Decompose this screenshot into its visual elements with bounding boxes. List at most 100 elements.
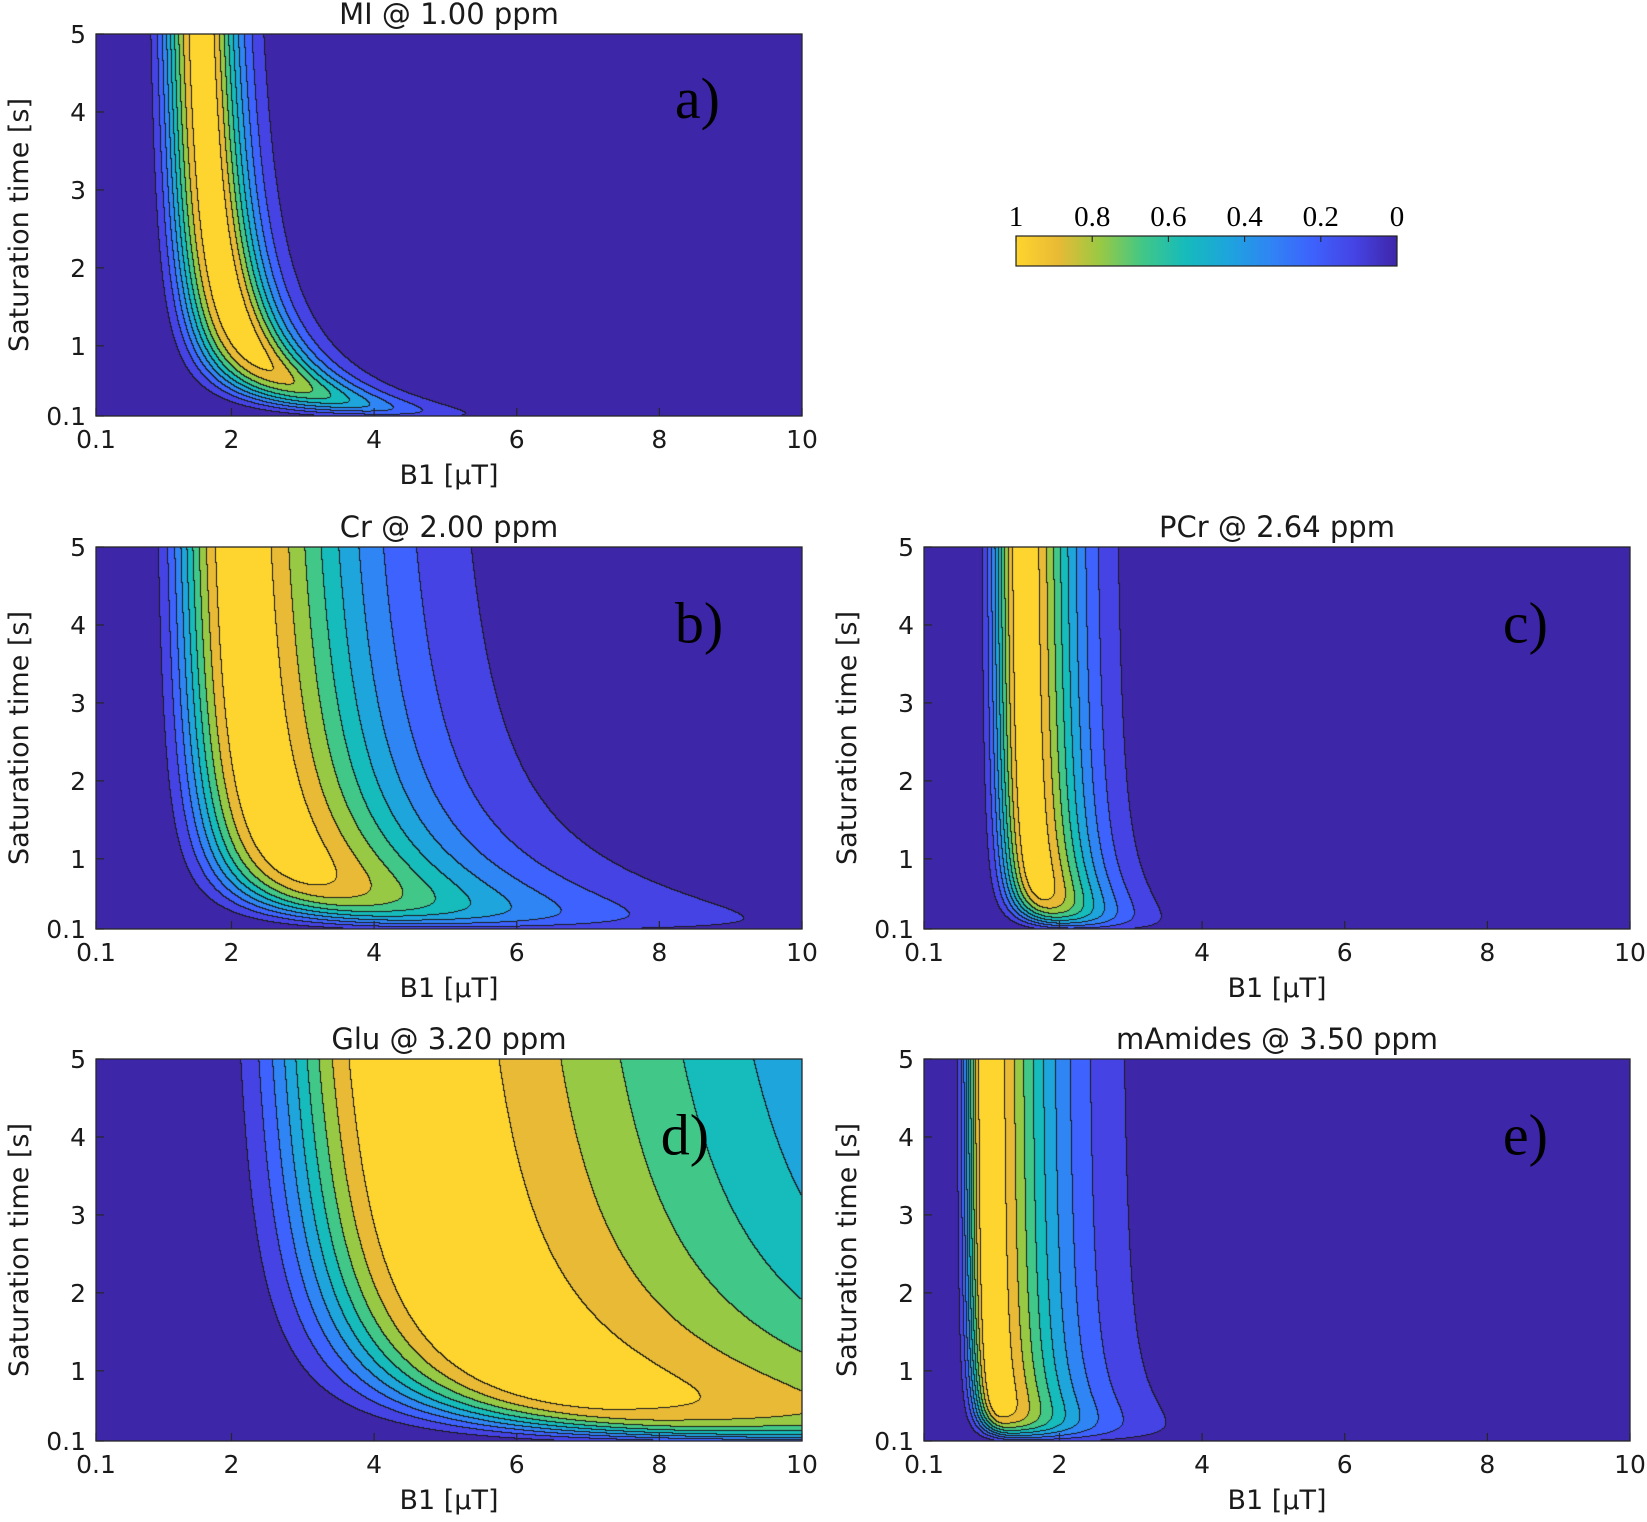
colorbar-tick-label: 0.4 [1226, 201, 1263, 233]
y-tick-label: 3 [70, 1201, 86, 1230]
contour-fill-e [924, 1059, 1630, 1441]
x-tick-label: 4 [366, 425, 382, 454]
y-tick-label: 2 [70, 1279, 86, 1308]
y-tick-label: 2 [898, 767, 914, 796]
x-tick-label: 10 [1614, 938, 1646, 967]
y-tick-label: 5 [70, 1045, 86, 1074]
chart-title-b: Cr @ 2.00 ppm [340, 510, 558, 544]
x-tick-label: 0.1 [76, 938, 116, 967]
x-tick-label: 4 [366, 1450, 382, 1479]
axes-frame-e [923, 1058, 1631, 1442]
x-tick-label: 2 [1052, 938, 1068, 967]
y-tick-label: 4 [70, 1123, 86, 1152]
x-tick-label: 4 [1194, 1450, 1210, 1479]
contour-fill-a [96, 34, 802, 416]
x-tick-label: 8 [651, 1450, 667, 1479]
y-tick-label: 4 [70, 98, 86, 127]
y-tick-label: 0.1 [46, 915, 86, 944]
x-tick-label: 0.1 [76, 425, 116, 454]
x-tick-label: 4 [366, 938, 382, 967]
x-tick-label: 6 [509, 425, 525, 454]
panel-d: 0.1 2 4 6 8 10 0.1 1 2 3 4 5 Glu @ 3.20 ppm B1 [μT] Sa… [4, 1022, 818, 1516]
y-tick-label: 0.1 [874, 1427, 914, 1456]
colorbar-tick-label: 0.2 [1303, 201, 1339, 233]
y-tick-label: 1 [70, 1357, 86, 1386]
y-tick-label: 5 [70, 533, 86, 562]
y-tick-label: 5 [898, 1045, 914, 1074]
panel-label-e: e) [1503, 1103, 1548, 1168]
contour-fill-b [96, 547, 802, 929]
colorbar-tick-label: 0.8 [1074, 201, 1110, 233]
y-tick-label: 3 [898, 1201, 914, 1230]
y-axis-label-b: Saturation time [s] [4, 611, 35, 865]
y-tick-label: 3 [70, 176, 86, 205]
x-tick-label: 10 [786, 425, 818, 454]
panel-label-d: d) [661, 1103, 709, 1168]
chart-title-d: Glu @ 3.20 ppm [331, 1022, 566, 1056]
panel-label-b: b) [675, 591, 723, 656]
y-tick-label: 3 [70, 689, 86, 718]
axes-frame-a [95, 33, 803, 417]
colorbar-tick-label: 0.6 [1150, 201, 1186, 233]
panel-b: 0.1 2 4 6 8 10 0.1 1 2 3 4 5 Cr @ 2.00 ppm B1 [μT] Sat… [4, 510, 818, 1004]
colorbar-tick-label: 1 [1009, 201, 1024, 233]
x-tick-label: 2 [224, 938, 240, 967]
y-tick-label: 3 [898, 689, 914, 718]
chart-title-e: mAmides @ 3.50 ppm [1116, 1022, 1438, 1056]
x-tick-label: 2 [224, 425, 240, 454]
x-tick-label: 0.1 [904, 1450, 944, 1479]
y-tick-label: 0.1 [46, 1427, 86, 1456]
y-tick-label: 4 [70, 611, 86, 640]
x-axis-label-a: B1 [μT] [399, 460, 498, 491]
x-tick-label: 8 [1479, 1450, 1495, 1479]
colorbar-tick-label: 0 [1390, 201, 1405, 233]
x-tick-label: 10 [786, 938, 818, 967]
panel-label-c: c) [1503, 591, 1548, 656]
y-tick-label: 1 [898, 845, 914, 874]
y-tick-label: 1 [898, 1357, 914, 1386]
y-tick-label: 2 [70, 254, 86, 283]
x-tick-label: 10 [1614, 1450, 1646, 1479]
colorbar-gradient [1015, 235, 1398, 267]
x-tick-label: 6 [1337, 938, 1353, 967]
y-axis-label-d: Saturation time [s] [4, 1123, 35, 1377]
x-tick-label: 8 [651, 938, 667, 967]
x-tick-label: 8 [651, 425, 667, 454]
y-axis-label-e: Saturation time [s] [832, 1123, 863, 1377]
y-tick-label: 0.1 [46, 402, 86, 431]
axes-frame-b [95, 546, 803, 930]
panel-label-a: a) [675, 66, 720, 131]
y-tick-label: 5 [70, 20, 86, 49]
x-axis-label-d: B1 [μT] [399, 1485, 498, 1516]
x-axis-label-c: B1 [μT] [1227, 973, 1326, 1004]
y-axis-label-c: Saturation time [s] [832, 611, 863, 865]
contour-fill-d [96, 1059, 802, 1441]
x-tick-label: 2 [1052, 1450, 1068, 1479]
panel-e: 0.1 2 4 6 8 10 0.1 1 2 3 4 5 mAmides @ 3.50 ppm B1 [μ… [832, 1022, 1646, 1516]
axes-frame-c [923, 546, 1631, 930]
y-tick-label: 1 [70, 845, 86, 874]
chart-title-a: MI @ 1.00 ppm [339, 0, 559, 31]
x-tick-label: 0.1 [904, 938, 944, 967]
contour-fill-c [924, 547, 1630, 929]
axes-frame-d [95, 1058, 803, 1442]
x-tick-label: 6 [509, 938, 525, 967]
x-tick-label: 6 [1337, 1450, 1353, 1479]
y-tick-label: 2 [898, 1279, 914, 1308]
x-tick-label: 2 [224, 1450, 240, 1479]
x-tick-label: 4 [1194, 938, 1210, 967]
y-tick-label: 1 [70, 332, 86, 361]
panel-a: 0.1 2 4 6 8 10 0.1 1 2 3 4 5 MI @ 1.00 ppm B1 [μT] Sat… [4, 0, 818, 491]
x-axis-label-b: B1 [μT] [399, 973, 498, 1004]
y-tick-label: 4 [898, 1123, 914, 1152]
x-axis-label-e: B1 [μT] [1227, 1485, 1326, 1516]
panel-c: 0.1 2 4 6 8 10 0.1 1 2 3 4 5 PCr @ 2.64 ppm B1 [μT] Sa… [832, 510, 1646, 1004]
y-axis-label-a: Saturation time [s] [4, 98, 35, 352]
colorbar: 1 0.8 0.6 0.4 0.2 0 [1009, 201, 1405, 267]
x-tick-label: 8 [1479, 938, 1495, 967]
chart-title-c: PCr @ 2.64 ppm [1159, 510, 1395, 544]
y-tick-label: 2 [70, 767, 86, 796]
y-tick-label: 0.1 [874, 915, 914, 944]
x-tick-label: 6 [509, 1450, 525, 1479]
